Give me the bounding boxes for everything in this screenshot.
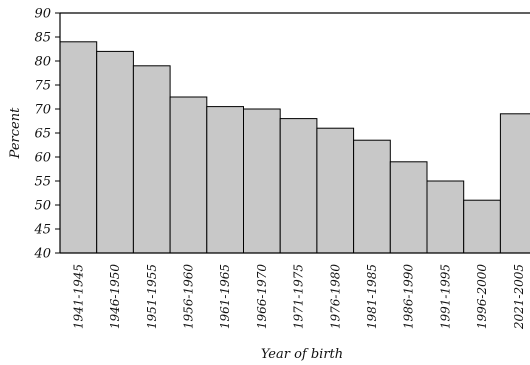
- x-axis-title: Year of birth: [261, 347, 343, 362]
- x-tick-label-1941-1945: 1941-1945: [71, 264, 85, 329]
- x-tick-label-1981-1985: 1981-1985: [365, 264, 379, 329]
- x-tick-label-1961-1965: 1961-1965: [218, 264, 232, 329]
- x-tick-label-1996-2000: 1996-2000: [475, 264, 489, 329]
- y-tick-label-80: 80: [34, 55, 51, 70]
- bar-1956-1960: [169, 96, 208, 254]
- bar-1976-1980: [316, 127, 355, 254]
- y-tick-label-45: 45: [33, 223, 51, 238]
- y-tick-label-55: 55: [34, 175, 51, 190]
- bar-1971-1975: [279, 118, 318, 254]
- y-tick-label-60: 60: [34, 151, 51, 166]
- y-ticks: 40 45 50 55 60 65 70 75 80 85 90: [33, 7, 60, 262]
- y-tick-label-70: 70: [34, 103, 51, 118]
- y-tick-label-85: 85: [34, 31, 51, 46]
- bar-1946-1950: [96, 50, 134, 254]
- y-tick-label-90: 90: [34, 7, 51, 22]
- y-tick-label-40: 40: [33, 247, 51, 262]
- x-tick-label-1946-1950: 1946-1950: [108, 264, 122, 329]
- y-tick-label-50: 50: [34, 199, 51, 214]
- x-tick-label-1976-1980: 1976-1980: [328, 264, 342, 329]
- bar-1941-1945: [59, 41, 98, 254]
- y-axis-title: Percent: [8, 107, 23, 159]
- bar-1981-1985: [353, 139, 391, 254]
- x-tick-labels: 1941-1945 1946-1950 1951-1955 1956-1960 1961…: [71, 264, 525, 330]
- bar-2021-2005: [499, 113, 530, 254]
- x-tick-label-1991-1995: 1991-1995: [438, 264, 452, 329]
- bar-1951-1955: [132, 65, 171, 254]
- bars-layer: [59, 41, 530, 254]
- x-tick-label-1951-1955: 1951-1955: [145, 264, 159, 329]
- x-tick-label-1971-1975: 1971-1975: [292, 264, 306, 329]
- y-tick-label-65: 65: [34, 127, 51, 142]
- y-tick-label-75: 75: [34, 79, 51, 94]
- bar-1961-1965: [206, 106, 245, 254]
- x-tick-label-2021-2005: 2021-2005: [512, 264, 526, 330]
- bar-1966-1970: [243, 108, 281, 254]
- x-tick-label-1956-1960: 1956-1960: [181, 264, 195, 329]
- bar-1996-2000: [463, 199, 501, 254]
- x-tick-label-1986-1990: 1986-1990: [402, 264, 416, 329]
- bar-1991-1995: [426, 180, 465, 254]
- bar-1986-1990: [389, 161, 428, 254]
- x-tick-label-1966-1970: 1966-1970: [255, 264, 269, 329]
